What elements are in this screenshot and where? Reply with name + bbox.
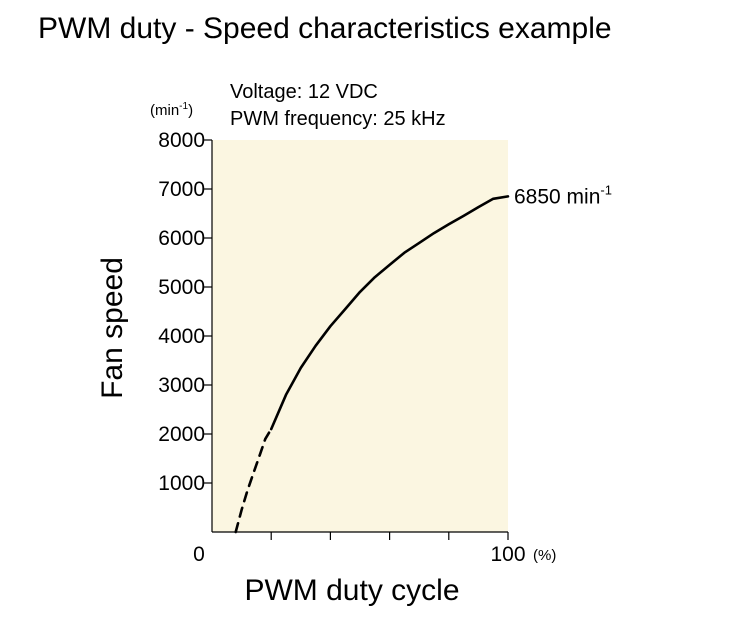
y-tick-label-5000: 5000 bbox=[158, 276, 205, 299]
y-unit-label: (min-1) bbox=[150, 101, 193, 119]
x-tick-label-100: 100 bbox=[490, 543, 525, 566]
x-unit-label: (%) bbox=[533, 547, 556, 564]
y-tick-label-7000: 7000 bbox=[158, 178, 205, 201]
x-axis-label: PWM duty cycle bbox=[244, 574, 459, 607]
y-tick-label-2000: 2000 bbox=[158, 423, 205, 446]
x-tick-label-0: 0 bbox=[193, 543, 205, 566]
series-line-solid bbox=[269, 195, 510, 431]
y-tick-label-6000: 6000 bbox=[158, 227, 205, 250]
chart-title: PWM duty - Speed characteristics example bbox=[38, 12, 612, 45]
series-layer bbox=[234, 195, 510, 534]
label-layer: 1000 2000 3000 4000 5000 6000 7000 8000 0 100 bbox=[158, 129, 525, 566]
y-axis-label: Fan speed bbox=[96, 257, 129, 399]
y-tick-label-3000: 3000 bbox=[158, 374, 205, 397]
series-line-dashed bbox=[234, 427, 273, 534]
max-speed-annotation: 6850 min-1 bbox=[514, 182, 612, 208]
condition-pwm-frequency: PWM frequency: 25 kHz bbox=[230, 108, 446, 130]
tick-layer bbox=[204, 139, 509, 540]
y-tick-label-8000: 8000 bbox=[158, 129, 205, 152]
plot-area bbox=[212, 140, 508, 532]
condition-voltage: Voltage: 12 VDC bbox=[230, 81, 378, 103]
y-tick-label-4000: 4000 bbox=[158, 325, 205, 348]
y-tick-label-1000: 1000 bbox=[158, 472, 205, 495]
